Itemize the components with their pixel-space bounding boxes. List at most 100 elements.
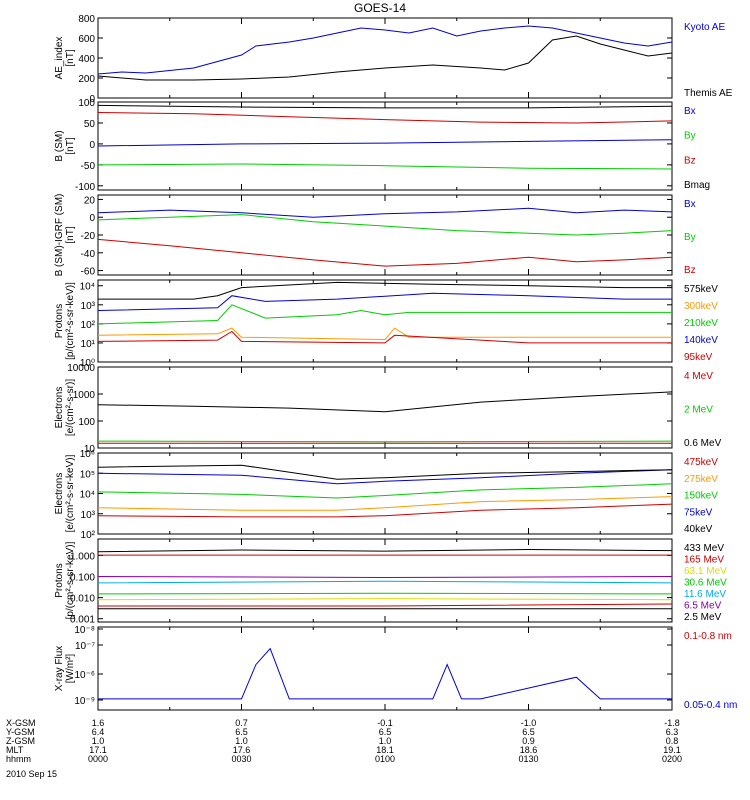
legend-entry: 30.6 MeV [684, 578, 727, 589]
y-tick-label: 400 [78, 54, 95, 65]
x-axis-value: 0130 [518, 754, 538, 764]
series-line [97, 598, 673, 601]
y-tick-label: 600 [78, 34, 95, 45]
legend-entry: 210keV [684, 318, 718, 329]
x-axis-value: 1.0 [92, 736, 105, 746]
panel-8: 10⁻⁹ 10⁻⁶ 10⁻⁷ 10⁻⁸ X-ray Flux[W/m²] 0.1-0.8 … [54, 554, 737, 711]
legend-entry: 2 MeV [684, 405, 713, 416]
x-axis-value: 0000 [88, 754, 108, 764]
legend-entry: 0.05-0.4 nm [684, 700, 737, 711]
x-axis-value: 17.6 [233, 745, 251, 755]
y-tick-label: 0.100 [70, 573, 95, 584]
y-tick-label: 10³ [81, 301, 96, 312]
y-axis-label: Electrons[e/(cm²-s-sr)] [54, 379, 76, 436]
series-line [97, 469, 673, 485]
legend-entry: 75keV [684, 507, 713, 518]
series-line [97, 496, 673, 511]
series-line [97, 25, 673, 75]
y-tick-label: 1000 [73, 390, 96, 401]
x-axis-value: 0030 [231, 754, 251, 764]
y-tick-label: -20 [81, 231, 96, 242]
series-line [97, 576, 673, 579]
y-tick-label: 10² [81, 530, 96, 541]
y-tick-label: 0.010 [70, 594, 95, 605]
y-tick-label: 0 [89, 213, 95, 224]
legend-entry: Bz [684, 155, 696, 166]
y-tick-label: 0.001 [70, 615, 95, 626]
panel-frame [97, 366, 673, 449]
y-tick-label: 10² [81, 320, 96, 331]
x-axis-value: 1.0 [235, 736, 248, 746]
x-axis-value: 18.1 [376, 745, 394, 755]
legend-entry: 4 MeV [684, 371, 713, 382]
y-tick-label: 10⁻⁷ [75, 641, 95, 652]
x-axis-value: 0.8 [666, 736, 679, 746]
legend-entry: 150keV [684, 491, 718, 502]
x-axis-value: 6.4 [92, 727, 105, 737]
series-line [97, 163, 673, 170]
x-axis-value: -1.0 [521, 718, 537, 728]
series-line [97, 292, 672, 311]
panel-2: -100 -50 0 50 100 B (SM)[nT] Bx By Bz Bmag [54, 98, 710, 193]
y-axis-label: B (SM)[nT] [54, 130, 76, 161]
series-line [97, 304, 672, 325]
x-axis-value: 6.3 [666, 727, 679, 737]
x-axis-table: X-GSM 1.6 0.7 -0.1 -1.0 -1.8 Y-GSM 6.4 6.5 6.5 6.5… [6, 718, 682, 779]
legend-entry: 140keV [684, 335, 718, 346]
series-line [97, 139, 673, 147]
legend-entry: By [684, 232, 696, 243]
y-axis-label: B (SM)-IGRF (SM)[nT] [54, 194, 76, 277]
series-line [97, 391, 673, 413]
panel-3: -60 -40 -20 0 20 B (SM)-IGRF (SM)[nT] Bx By Bz [54, 194, 696, 278]
x-axis-row-label: hhmm [6, 754, 31, 764]
y-tick-label: 0 [89, 94, 95, 105]
y-tick-label: 10⁻⁶ [74, 670, 95, 681]
legend-entry: Bmag [684, 180, 710, 191]
panel-5: 10 100 1000 10000 Electrons[e/(cm²-s-sr)] 4 M… [54, 363, 722, 455]
y-tick-label: 20 [84, 195, 96, 206]
series-line [97, 214, 673, 236]
legend-entry: 575keV [684, 284, 718, 295]
y-tick-label: -50 [81, 161, 96, 172]
series-line [97, 238, 673, 267]
series-line [97, 483, 673, 499]
y-tick-label: 1.000 [70, 551, 95, 562]
legend-entry: 11.6 MeV [684, 589, 726, 600]
series-line [97, 104, 673, 109]
legend-entry: 433 MeV [684, 543, 724, 554]
x-axis-value: 0.9 [522, 736, 535, 746]
y-tick-label: 10⁴ [80, 490, 95, 501]
y-axis-label: Electrons[e/(cm²-s-sr-keV)] [54, 454, 76, 532]
x-axis-value: 1.6 [92, 718, 105, 728]
x-axis-value: 0.7 [235, 718, 248, 728]
x-axis-value: 6.5 [379, 727, 392, 737]
y-tick-label: -40 [81, 249, 96, 260]
y-tick-label: 10⁴ [80, 282, 95, 293]
y-tick-label: 200 [78, 74, 95, 85]
legend-entry: 475keV [684, 457, 718, 468]
y-axis-label: Protons[p/(cm²-s-sr-keV)] [54, 541, 76, 619]
x-axis-row-label: Z-GSM [6, 736, 35, 746]
y-tick-label: 10⁻⁸ [74, 625, 95, 636]
y-tick-label: 10 [84, 444, 96, 455]
legend-entry: Bx [684, 199, 696, 210]
x-axis-value: 0100 [375, 754, 395, 764]
x-axis-value: 6.5 [235, 727, 248, 737]
x-axis-value: -1.8 [664, 718, 680, 728]
series-line [97, 503, 673, 518]
y-axis-label: X-ray Flux[W/m²] [54, 646, 76, 692]
y-axis-label: AE_index[nT] [54, 37, 76, 80]
y-axis-label: Protons[p/(cm²-s-sr-keV)] [54, 282, 76, 360]
series-line [97, 464, 673, 480]
legend-entry: 0.1-0.8 nm [684, 631, 732, 642]
x-axis-value: 1.0 [379, 736, 392, 746]
legend-entry: 6.5 MeV [684, 601, 722, 612]
series-line [97, 330, 672, 344]
x-axis-value: 18.6 [520, 745, 538, 755]
y-tick-label: 0 [89, 140, 95, 151]
panel-7: 0.001 0.010 0.100 1.000Protons[p/(cm²-s-sr-… [54, 538, 727, 626]
panel-frame [97, 626, 673, 711]
y-tick-label: 10⁰ [80, 358, 95, 369]
series-line [97, 327, 672, 341]
